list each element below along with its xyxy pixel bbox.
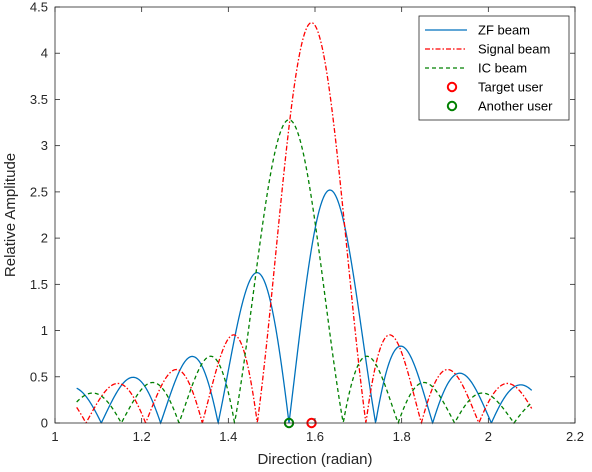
- legend-label-ic-beam: IC beam: [478, 61, 527, 76]
- legend-label-signal-beam: Signal beam: [478, 42, 550, 57]
- y-axis-label: Relative Amplitude: [2, 153, 19, 277]
- legend-label-zf-beam: ZF beam: [478, 23, 530, 38]
- y-tick-label: 3.5: [30, 92, 48, 107]
- y-tick-label: 0.5: [30, 369, 48, 384]
- legend-label-another-user: Another user: [478, 99, 553, 114]
- series-line-signal-beam: [76, 22, 533, 425]
- y-tick-label: 0: [41, 416, 48, 431]
- x-tick-label: 2: [485, 429, 492, 444]
- tick-labels: 1 1.2 1.4 1.6 1.8 2 2.2 0 0.5 1 1.5 2 2.5 3 3.5 4 4.5: [30, 0, 584, 444]
- plot-lines: [76, 22, 533, 426]
- y-tick-label: 4: [41, 46, 48, 61]
- x-tick-label: 2.2: [566, 429, 584, 444]
- legend-label-target-user: Target user: [478, 80, 544, 95]
- y-tick-label: 1.5: [30, 277, 48, 292]
- y-tick-label: 2.5: [30, 184, 48, 199]
- x-axis-label: Direction (radian): [257, 451, 372, 468]
- legend-box: [418, 15, 570, 121]
- y-tick-label: 2: [41, 231, 48, 246]
- y-tick-label: 4.5: [30, 0, 48, 15]
- y-tick-label: 3: [41, 138, 48, 153]
- y-tick-label: 1: [41, 323, 48, 338]
- legend: ZF beam Signal beam IC beam Target user Anot…: [418, 15, 570, 121]
- x-tick-label: 1.2: [133, 429, 151, 444]
- legend-items: ZF beam Signal beam IC beam Target user Anot…: [425, 23, 553, 114]
- series-line-ic-beam: [76, 119, 533, 425]
- axis-ticks: [54, 6, 576, 424]
- x-tick-label: 1.4: [219, 429, 237, 444]
- series-line-zf-beam: [76, 189, 533, 426]
- legend-swatch-target-user: [446, 81, 458, 93]
- x-tick-label: 1.6: [306, 429, 324, 444]
- legend-swatch-another-user: [446, 100, 458, 112]
- x-tick-label: 1: [51, 429, 58, 444]
- x-tick-label: 1.8: [393, 429, 411, 444]
